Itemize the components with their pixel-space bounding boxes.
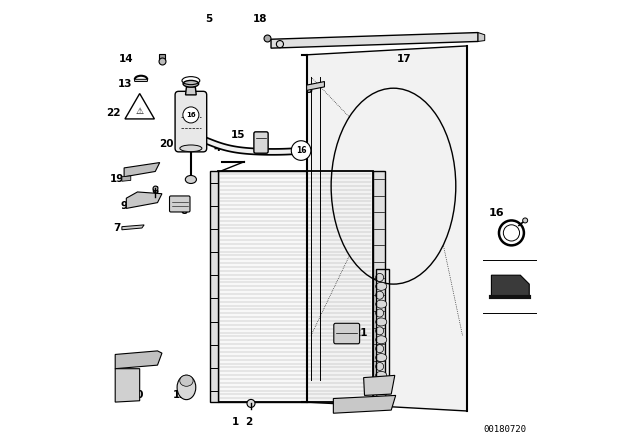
Circle shape — [247, 400, 255, 407]
FancyBboxPatch shape — [254, 132, 268, 153]
Ellipse shape — [376, 353, 387, 362]
Text: 16: 16 — [489, 208, 505, 218]
Polygon shape — [186, 87, 196, 95]
Polygon shape — [124, 163, 160, 177]
Ellipse shape — [180, 375, 193, 386]
Text: 20: 20 — [159, 139, 173, 149]
Text: 00180720: 00180720 — [483, 425, 526, 434]
Polygon shape — [478, 33, 484, 42]
Text: 2: 2 — [245, 417, 252, 427]
Text: 3: 3 — [305, 86, 312, 95]
Circle shape — [291, 141, 311, 160]
Ellipse shape — [376, 327, 383, 335]
Text: 10: 10 — [130, 390, 145, 401]
Text: 1: 1 — [232, 417, 239, 427]
Polygon shape — [115, 351, 162, 369]
Text: 9: 9 — [120, 201, 127, 211]
Polygon shape — [125, 94, 154, 119]
Ellipse shape — [186, 176, 196, 184]
Polygon shape — [271, 33, 478, 48]
Polygon shape — [373, 171, 385, 402]
Text: 11: 11 — [353, 399, 367, 409]
Ellipse shape — [183, 80, 198, 87]
Text: 19: 19 — [110, 174, 125, 185]
Circle shape — [523, 218, 527, 223]
Text: 7: 7 — [114, 224, 121, 233]
Ellipse shape — [376, 273, 383, 281]
Text: 15: 15 — [230, 130, 245, 140]
Polygon shape — [122, 176, 131, 181]
Circle shape — [183, 107, 199, 123]
Polygon shape — [492, 275, 529, 297]
Ellipse shape — [376, 300, 387, 308]
Polygon shape — [364, 375, 395, 396]
Polygon shape — [307, 82, 324, 90]
Ellipse shape — [376, 371, 387, 379]
Ellipse shape — [376, 336, 387, 344]
Ellipse shape — [376, 380, 383, 388]
Polygon shape — [209, 171, 218, 402]
Text: 22: 22 — [106, 108, 120, 118]
Text: 18: 18 — [253, 14, 267, 24]
Text: 14: 14 — [119, 54, 134, 64]
Polygon shape — [134, 79, 148, 82]
Ellipse shape — [376, 309, 383, 317]
Ellipse shape — [180, 145, 202, 152]
Text: 5: 5 — [205, 14, 212, 24]
Polygon shape — [333, 396, 396, 413]
FancyBboxPatch shape — [175, 91, 207, 152]
Text: ⚠: ⚠ — [136, 107, 144, 116]
Ellipse shape — [376, 291, 383, 299]
Text: 8: 8 — [180, 206, 188, 215]
Text: 16: 16 — [296, 146, 307, 155]
Polygon shape — [218, 171, 373, 402]
Ellipse shape — [376, 318, 387, 326]
FancyBboxPatch shape — [334, 323, 360, 344]
Text: 12: 12 — [173, 390, 187, 401]
Text: 17: 17 — [397, 54, 412, 64]
Polygon shape — [122, 225, 144, 230]
FancyBboxPatch shape — [170, 196, 190, 212]
Text: 21: 21 — [353, 328, 367, 338]
Polygon shape — [115, 369, 140, 402]
Ellipse shape — [376, 389, 387, 397]
Text: 6: 6 — [152, 185, 159, 196]
Text: 13: 13 — [118, 79, 132, 89]
Polygon shape — [307, 46, 467, 411]
Ellipse shape — [376, 362, 383, 370]
Polygon shape — [126, 192, 162, 208]
Ellipse shape — [376, 282, 387, 290]
Text: 4: 4 — [214, 143, 221, 153]
Circle shape — [276, 41, 284, 47]
Ellipse shape — [376, 345, 383, 353]
Text: 16: 16 — [186, 112, 196, 118]
Ellipse shape — [177, 375, 196, 400]
